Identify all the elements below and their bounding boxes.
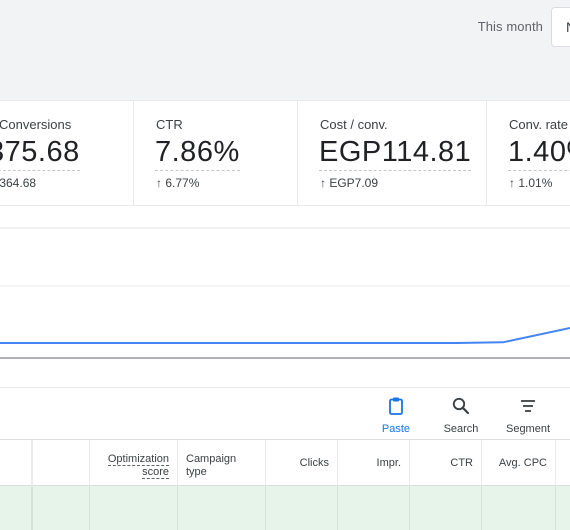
campaign-type-line2: type	[186, 466, 207, 478]
ctr-label: CTR	[450, 457, 473, 469]
paste-button[interactable]: Paste	[366, 394, 426, 436]
column-header-overflow	[556, 440, 570, 486]
segment-button[interactable]: Segment	[498, 394, 558, 436]
column-header-campaign-type[interactable]: Campaign type	[178, 440, 266, 486]
table-cell	[178, 486, 266, 530]
column-header-impr[interactable]: Impr.	[338, 440, 410, 486]
metric-change: ↑ 1.01%	[509, 176, 553, 190]
metric-card-conv-rate[interactable]: Conv. rate 1.40% ↑ 1.01%	[487, 101, 570, 205]
chart-series-line	[0, 327, 570, 344]
column-header-ctr[interactable]: CTR	[410, 440, 482, 486]
metric-card-ctr[interactable]: CTR 7.86% ↑ 6.77%	[134, 101, 298, 205]
metric-value: 7.86%	[155, 135, 240, 171]
metric-label: Conversions	[0, 117, 72, 132]
search-label: Search	[443, 423, 479, 435]
search-icon	[452, 397, 470, 415]
date-range-label: This month	[477, 19, 543, 34]
table-cell	[410, 486, 482, 530]
impr-label: Impr.	[376, 457, 401, 469]
column-header-blank	[32, 440, 90, 486]
campaign-type-line1: Campaign	[186, 453, 237, 465]
metric-change: ↑ EGP7.09	[320, 176, 379, 190]
header-band: This month N	[0, 0, 570, 100]
column-header-select	[0, 440, 32, 486]
segment-icon	[521, 400, 535, 412]
table-row-selected[interactable]	[0, 486, 570, 530]
metric-label: Cost / conv.	[320, 117, 388, 132]
metric-value: EGP114.81	[319, 135, 472, 171]
table-toolbar: Paste Search Segment	[0, 388, 570, 440]
metric-change: ↑ 6.77%	[156, 176, 200, 190]
column-header-optimization-score[interactable]: Optimization score	[90, 440, 178, 486]
optimization-score-line1: Optimization	[107, 453, 169, 466]
performance-chart	[0, 206, 570, 388]
metric-card-conversions[interactable]: Conversions 375.68 ↑ 364.68	[0, 101, 134, 205]
metric-change: ↑ 364.68	[0, 176, 37, 190]
segment-label: Segment	[505, 423, 551, 435]
avg-cpc-label: Avg. CPC	[498, 457, 547, 469]
column-header-clicks[interactable]: Clicks	[266, 440, 338, 486]
table-cell	[90, 486, 178, 530]
table-cell	[482, 486, 556, 530]
metric-value: 1.40%	[508, 135, 570, 171]
search-button[interactable]: Search	[431, 394, 491, 436]
metric-card-cost-per-conv[interactable]: Cost / conv. EGP114.81 ↑ EGP7.09	[298, 101, 487, 205]
performance-chart-svg	[0, 227, 570, 359]
column-header-avg-cpc[interactable]: Avg. CPC	[482, 440, 556, 486]
metric-label: Conv. rate	[509, 117, 569, 132]
metric-label: CTR	[156, 117, 183, 132]
date-picker-value: N	[566, 19, 570, 35]
metrics-row: Conversions 375.68 ↑ 364.68 CTR 7.86% ↑ …	[0, 100, 570, 206]
metric-value: 375.68	[0, 135, 80, 171]
table-cell	[32, 486, 90, 530]
paste-label: Paste	[381, 423, 411, 435]
table-cell	[266, 486, 338, 530]
clicks-label: Clicks	[299, 457, 329, 469]
table-header: Optimization score Campaign type Clicks …	[0, 440, 570, 486]
date-range-picker[interactable]: N	[551, 7, 570, 47]
clipboard-icon	[389, 397, 403, 415]
table-cell	[338, 486, 410, 530]
table-cell	[0, 486, 32, 530]
optimization-score-line2: score	[142, 466, 169, 479]
